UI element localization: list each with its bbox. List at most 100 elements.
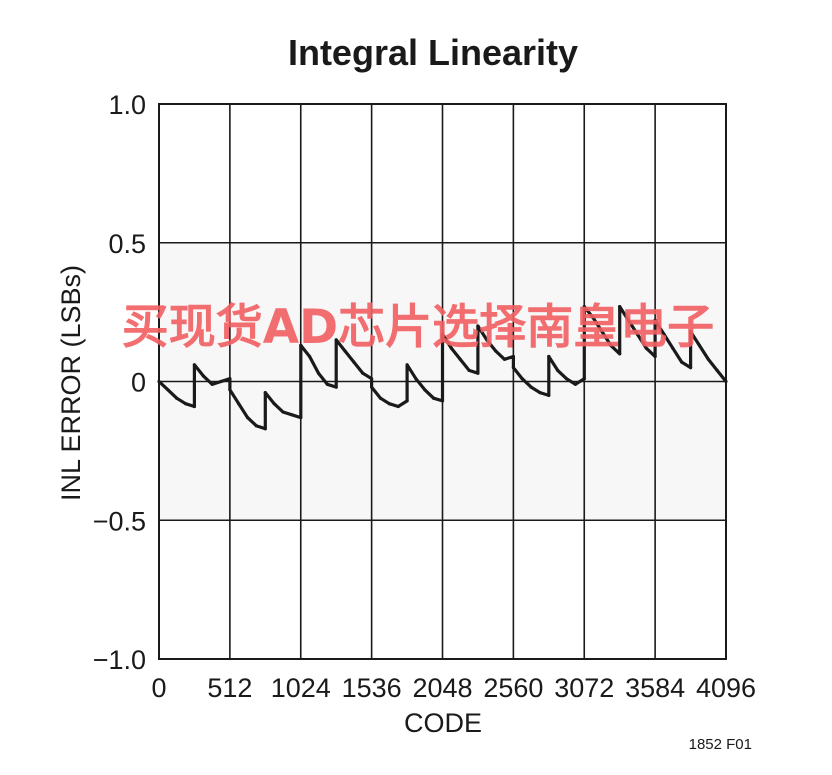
- tick-labels: 0 512 1024 1536 2048 2560 3072 3584 40961.00.50−…: [93, 90, 756, 703]
- inl-data-point: [671, 346, 675, 350]
- inl-data-point: [511, 366, 515, 370]
- inl-data-point: [494, 349, 498, 353]
- inl-data-point: [263, 391, 267, 395]
- inl-data-point: [582, 377, 586, 381]
- inl-data-point: [689, 330, 693, 334]
- inl-data-point: [697, 343, 702, 347]
- inl-data-point: [689, 366, 693, 370]
- inl-data-point: [210, 382, 214, 386]
- y-tick-label: −1.0: [93, 645, 146, 675]
- x-tick-label: 4096: [696, 673, 756, 703]
- watermark-text: 买现货AD芯片选择南皇电子: [122, 300, 714, 355]
- inl-data-point: [547, 393, 551, 397]
- inl-data-point: [476, 324, 480, 328]
- inl-data-point: [511, 354, 515, 359]
- inl-data-point: [201, 374, 205, 378]
- x-axis-label: CODE: [404, 708, 482, 738]
- x-tick-label: 3584: [625, 673, 685, 703]
- inl-data-point: [414, 377, 418, 381]
- inl-data-point: [715, 368, 719, 372]
- inl-data-point: [591, 316, 595, 320]
- inl-data-point: [653, 354, 657, 359]
- inl-data-point: [485, 338, 489, 342]
- y-tick-label: 1.0: [108, 90, 146, 120]
- inl-data-point: [378, 396, 383, 400]
- y-axis-label: INL ERROR (LSBs): [56, 265, 86, 501]
- inl-data-point: [582, 305, 586, 309]
- inl-data-point: [370, 385, 374, 389]
- inl-data-point: [600, 330, 604, 334]
- inl-data-point: [440, 399, 445, 403]
- inl-data-point: [370, 377, 374, 381]
- inl-data-point: [724, 379, 728, 384]
- y-tick-label: 0: [131, 368, 146, 398]
- inl-data-point: [281, 410, 285, 414]
- x-tick-label: 2048: [412, 673, 472, 703]
- x-tick-label: 3072: [554, 673, 614, 703]
- inl-data-point: [644, 346, 648, 350]
- inl-data-point: [184, 402, 188, 406]
- inl-data-point: [556, 368, 560, 372]
- inl-data-point: [564, 377, 569, 381]
- inl-data-point: [272, 402, 276, 406]
- inl-data-point: [334, 338, 338, 342]
- inl-data-point: [449, 346, 453, 350]
- inl-data-point: [653, 318, 657, 322]
- inl-data-point: [308, 354, 312, 359]
- inl-data-point: [192, 363, 196, 367]
- inl-data-point: [290, 413, 294, 417]
- inl-data-point: [680, 360, 684, 364]
- inl-data-point: [219, 379, 223, 384]
- inl-data-point: [246, 416, 250, 420]
- inl-data-point: [254, 424, 259, 428]
- inl-data-point: [529, 385, 533, 389]
- inl-data-point: [157, 379, 161, 384]
- x-tick-label: 1024: [271, 673, 331, 703]
- inl-data-point: [192, 404, 196, 409]
- inl-data-point: [396, 404, 400, 409]
- inl-data-point: [316, 371, 321, 375]
- inl-data-point: [520, 377, 524, 381]
- x-tick-label: 0: [151, 673, 166, 703]
- inl-data-point: [299, 343, 303, 347]
- x-tick-label: 2560: [483, 673, 543, 703]
- x-tick-label: 1536: [342, 673, 402, 703]
- inl-data-point: [618, 305, 622, 309]
- inl-data-point: [387, 402, 391, 406]
- y-tick-label: 0.5: [108, 229, 146, 259]
- inl-data-point: [175, 396, 179, 400]
- inl-data-point: [343, 349, 347, 353]
- inl-data-point: [228, 388, 232, 392]
- inl-data-point: [352, 360, 356, 364]
- inl-data-point: [237, 402, 241, 406]
- inl-data-point: [405, 363, 409, 367]
- inl-data-point: [432, 396, 436, 400]
- figure-id: 1852 F01: [689, 736, 752, 753]
- inl-data-point: [325, 382, 329, 386]
- inl-data-point: [547, 354, 551, 359]
- y-tick-label: −0.5: [93, 506, 146, 536]
- inl-data-point: [502, 357, 507, 361]
- inl-data-point: [706, 357, 710, 361]
- chart-title: Integral Linearity: [288, 32, 578, 73]
- x-tick-label: 512: [207, 673, 252, 703]
- inl-data-point: [440, 332, 445, 336]
- inl-data-point: [609, 343, 613, 347]
- inl-data-point: [405, 399, 409, 403]
- inl-data-point: [299, 416, 303, 420]
- inl-data-point: [334, 385, 338, 389]
- inl-data-point: [573, 382, 578, 386]
- inl-data-point: [228, 377, 232, 381]
- inl-data-point: [458, 357, 462, 361]
- plot-area: [157, 103, 728, 660]
- inl-data-point: [423, 388, 427, 392]
- inl-data-point: [361, 371, 365, 375]
- inl-data-point: [626, 318, 631, 322]
- inl-data-point: [476, 371, 480, 375]
- inl-data-point: [635, 332, 640, 336]
- inl-data-point: [166, 388, 170, 392]
- inl-data-point: [618, 352, 622, 356]
- inl-data-point: [263, 427, 267, 431]
- inl-data-point: [467, 368, 471, 372]
